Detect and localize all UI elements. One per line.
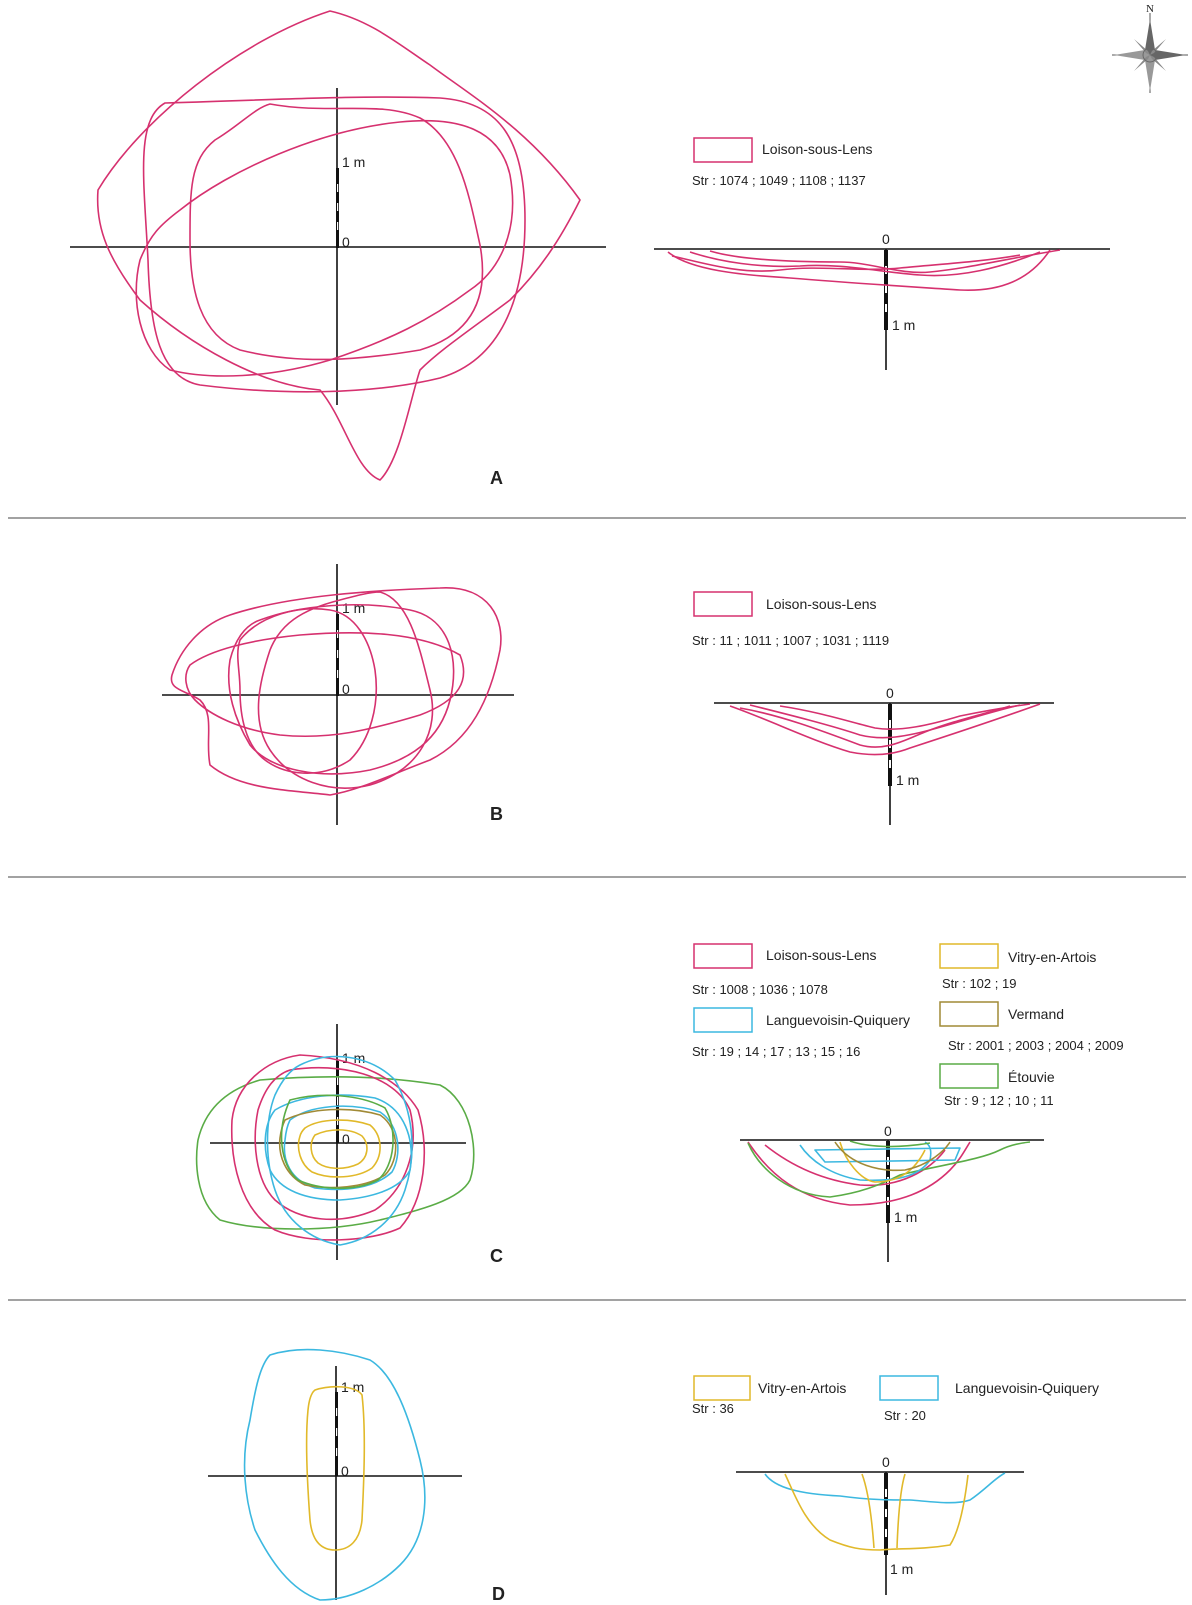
scale-label-1m: 1 m — [896, 772, 919, 788]
scale-label-1m: 1 m — [890, 1561, 913, 1577]
legend-structures: Str : 1008 ; 1036 ; 1078 — [692, 982, 828, 997]
panel-b-plan: 1 m 0 B — [162, 564, 514, 825]
scale-label-0: 0 — [882, 1454, 890, 1470]
legend-swatch — [693, 137, 753, 163]
legend-swatch — [693, 1375, 751, 1401]
pit-outline-section — [861, 1473, 875, 1549]
legend-structures: Str : 19 ; 14 ; 17 ; 13 ; 15 ; 16 — [692, 1044, 860, 1059]
pit-outline-section — [784, 1473, 969, 1551]
panel-c-plan: 1 m 0 C — [195, 1024, 503, 1266]
legend-swatch — [939, 1001, 999, 1027]
pit-outline-section — [747, 1141, 1031, 1198]
pit-outline-section — [749, 704, 1021, 739]
scale-label-0: 0 — [342, 1131, 350, 1147]
panel-letter: D — [492, 1584, 505, 1604]
pit-outline-plan — [243, 1348, 426, 1601]
scale-label-1m: 1 m — [342, 600, 365, 616]
panel-letter: A — [490, 468, 503, 488]
pit-outline-plan — [297, 1119, 381, 1178]
legend-structures: Str : 1074 ; 1049 ; 1108 ; 1137 — [692, 173, 866, 188]
panel-letter: B — [490, 804, 503, 824]
pit-outline-plan — [266, 1055, 413, 1246]
legend-swatch — [879, 1375, 939, 1401]
legend-swatch — [693, 591, 753, 617]
panel-c-legend: Loison-sous-Lens Str : 1008 ; 1036 ; 107… — [692, 943, 1124, 1108]
legend-site-name: Loison-sous-Lens — [766, 596, 877, 612]
panel-b-section: 0 1 m — [714, 685, 1054, 825]
panel-a-section: 0 1 m — [654, 231, 1110, 370]
pit-outline-plan — [185, 631, 465, 738]
pit-outline-plan — [227, 604, 455, 775]
pit-outline-section — [896, 1473, 906, 1549]
pit-outline-section — [764, 1144, 946, 1187]
legend-site-name: Étouvie — [1008, 1069, 1055, 1085]
pit-outline-plan — [237, 607, 378, 774]
legend-site-name: Vermand — [1008, 1006, 1064, 1022]
legend-site-name: Vitry-en-Artois — [1008, 949, 1096, 965]
panel-b-legend: Loison-sous-Lens Str : 11 ; 1011 ; 1007 … — [692, 591, 889, 648]
legend-site-name: Loison-sous-Lens — [766, 947, 877, 963]
pit-outline-plan — [264, 1094, 412, 1201]
panel-a-legend: Loison-sous-Lens Str : 1074 ; 1049 ; 110… — [692, 137, 873, 188]
pit-outline-plan — [96, 10, 581, 481]
legend-site-name: Languevoisin-Quiquery — [955, 1380, 1099, 1396]
legend-structures: Str : 20 — [884, 1408, 926, 1423]
pit-outline-section — [814, 1147, 961, 1163]
pit-outline-section — [839, 1141, 926, 1183]
legend-site-name: Loison-sous-Lens — [762, 141, 873, 157]
legend-swatch — [693, 943, 753, 969]
scale-label-0: 0 — [342, 234, 350, 250]
scale-label-0: 0 — [884, 1123, 892, 1139]
pit-outline-plan — [257, 591, 434, 789]
pit-outline-section — [729, 703, 1041, 756]
legend-swatch — [939, 1063, 999, 1089]
pit-outline-section — [667, 249, 1051, 291]
legend-structures: Str : 11 ; 1011 ; 1007 ; 1031 ; 1119 — [692, 633, 889, 648]
legend-structures: Str : 9 ; 12 ; 10 ; 11 — [944, 1093, 1054, 1108]
panel-d-legend: Vitry-en-Artois Str : 36 Languevoisin-Qu… — [692, 1375, 1099, 1423]
panel-d-section: 0 1 m — [736, 1454, 1024, 1595]
pit-outline-plan — [230, 1054, 426, 1241]
scale-label-0: 0 — [882, 231, 890, 247]
pit-outline-section — [739, 705, 1011, 748]
pit-outline-plan — [305, 1385, 366, 1551]
pit-outline-plan — [135, 119, 514, 377]
panel-letter: C — [490, 1246, 503, 1266]
scale-label-0: 0 — [342, 681, 350, 697]
pit-outline-plan — [278, 1108, 397, 1189]
pit-outline-plan — [195, 1075, 475, 1230]
legend-structures: Str : 36 — [692, 1401, 734, 1416]
legend-site-name: Languevoisin-Quiquery — [766, 1012, 910, 1028]
legend-structures: Str : 102 ; 19 — [942, 976, 1016, 991]
legend-swatch — [939, 943, 999, 969]
legend-swatch — [693, 1007, 753, 1033]
pit-outline-plan — [310, 1129, 368, 1170]
scale-label-0: 0 — [341, 1463, 349, 1479]
pit-outline-plan — [280, 1094, 394, 1190]
scale-label-1m: 1 m — [342, 154, 365, 170]
pit-outline-section — [764, 1472, 1006, 1504]
pit-outline-section — [709, 249, 1061, 274]
pit-outline-plan — [254, 1067, 414, 1221]
pit-outline-plan — [283, 1105, 399, 1191]
pit-outline-section — [747, 1141, 971, 1206]
legend-structures: Str : 2001 ; 2003 ; 2004 ; 2009 — [948, 1038, 1124, 1053]
compass-rose-icon: N — [1112, 3, 1188, 93]
pit-outline-plan — [142, 96, 526, 393]
legend-site-name: Vitry-en-Artois — [758, 1380, 846, 1396]
scale-label-0: 0 — [886, 685, 894, 701]
panel-d-plan: 1 m 0 D — [208, 1348, 505, 1604]
panel-c-section: 0 1 m — [740, 1123, 1044, 1262]
pit-outline-section — [834, 1141, 951, 1172]
pit-outline-section — [849, 1140, 931, 1148]
pit-outline-section — [779, 703, 1031, 730]
pit-outline-section — [671, 254, 1021, 272]
scale-label-1m: 1 m — [892, 317, 915, 333]
compass-north-label: N — [1146, 3, 1154, 15]
scale-label-1m: 1 m — [894, 1209, 917, 1225]
panel-a-plan: 1 m 0 A — [70, 10, 606, 488]
